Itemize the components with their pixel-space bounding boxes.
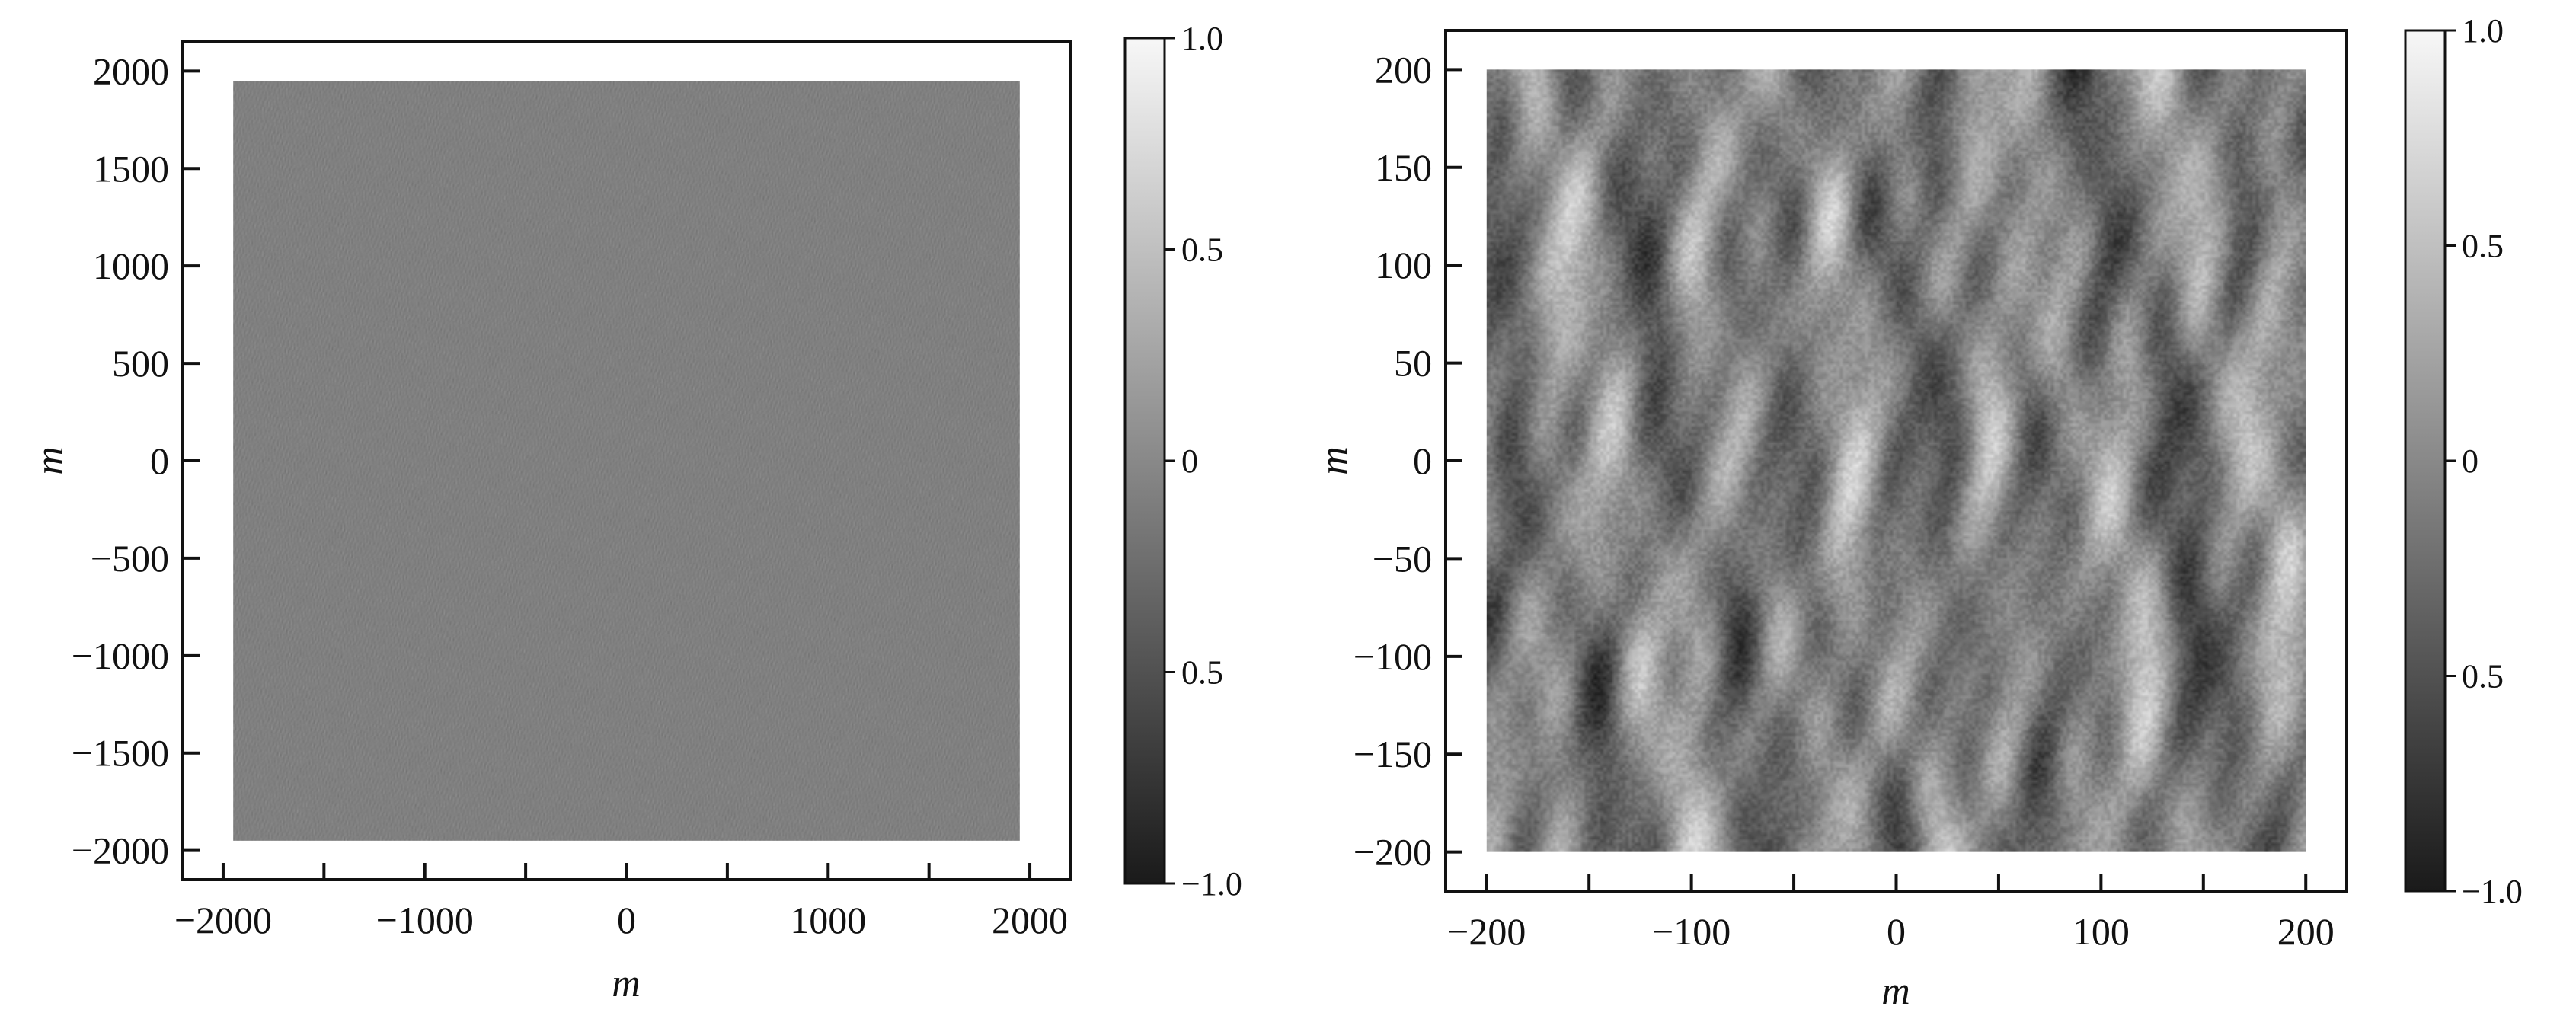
colorbar-ticks-right: 1.0 0.5 0 0.5 −1.0 bbox=[2445, 12, 2523, 910]
colorbar-tick-label: 0.5 bbox=[1181, 232, 1223, 269]
y-tick-label: −50 bbox=[1373, 537, 1432, 580]
colorbar-left: 1.0 0.5 0 0.5 −1.0 bbox=[1123, 20, 1242, 903]
x-tick-label: 200 bbox=[2277, 910, 2335, 953]
panel-left: −2000 −1000 0 1000 2000 −2000 −1500 −1000 −500 0… bbox=[28, 20, 1242, 1005]
colorbar-tick-label: −1.0 bbox=[2462, 873, 2523, 910]
x-tick-label: 0 bbox=[1887, 910, 1906, 953]
colorbar-right: 1.0 0.5 0 0.5 −1.0 bbox=[2404, 12, 2523, 910]
y-tick-label: −1000 bbox=[72, 634, 169, 677]
x-tick-label: 1000 bbox=[790, 899, 866, 941]
x-tick-label: 100 bbox=[2073, 910, 2130, 953]
y-axis-label-left: m bbox=[28, 446, 72, 475]
colorbar-tick-label: 1.0 bbox=[1181, 20, 1223, 57]
heatmap-image-left bbox=[233, 81, 1020, 841]
x-ticks-left: −2000 −1000 0 1000 2000 bbox=[174, 863, 1068, 941]
y-ticks-left: −2000 −1500 −1000 −500 0 500 1000 1500 2000 bbox=[72, 50, 200, 872]
colorbar-ticks-left: 1.0 0.5 0 0.5 −1.0 bbox=[1165, 20, 1242, 903]
y-tick-label: 200 bbox=[1375, 48, 1432, 91]
y-tick-label: −2000 bbox=[72, 829, 169, 872]
y-axis-label-right: m bbox=[1312, 446, 1356, 475]
y-tick-label: 150 bbox=[1375, 146, 1432, 189]
y-tick-label: 0 bbox=[1413, 439, 1432, 482]
colorbar-gradient-left bbox=[1123, 37, 1166, 885]
y-tick-label: −150 bbox=[1354, 733, 1432, 775]
colorbar-gradient-right bbox=[2404, 29, 2447, 893]
y-tick-label: −1500 bbox=[72, 732, 169, 775]
x-axis-label-right: m bbox=[1881, 970, 1910, 1013]
colorbar-tick-label: −1.0 bbox=[1181, 865, 1242, 903]
x-tick-label: −2000 bbox=[174, 899, 272, 941]
x-ticks-right: −200 −100 0 100 200 bbox=[1447, 874, 2335, 953]
y-tick-label: 500 bbox=[112, 342, 169, 385]
y-tick-label: 2000 bbox=[93, 50, 169, 92]
y-tick-label: 100 bbox=[1375, 244, 1432, 286]
colorbar-tick-label: 0.5 bbox=[2462, 228, 2504, 265]
x-tick-label: 2000 bbox=[992, 899, 1068, 941]
y-tick-label: 1500 bbox=[93, 147, 169, 190]
y-tick-label: −100 bbox=[1354, 635, 1432, 678]
colorbar-tick-label: 0 bbox=[2462, 443, 2479, 480]
y-tick-label: −200 bbox=[1354, 831, 1432, 874]
heatmap-image-right bbox=[1486, 69, 2306, 852]
x-tick-label: −1000 bbox=[376, 899, 474, 941]
colorbar-tick-label: 1.0 bbox=[2462, 12, 2504, 50]
x-tick-label: −100 bbox=[1652, 910, 1731, 953]
colorbar-tick-label: 0.5 bbox=[1181, 654, 1223, 692]
colorbar-tick-label: 0.5 bbox=[2462, 658, 2504, 695]
x-tick-label: 0 bbox=[617, 899, 636, 941]
x-axis-label-left: m bbox=[612, 962, 641, 1005]
y-ticks-right: −200 −150 −100 −50 0 50 100 150 200 bbox=[1354, 48, 1462, 874]
panel-right: −200 −100 0 100 200 −200 −150 −100 −50 0 50 100 150… bbox=[1312, 12, 2523, 1013]
y-tick-label: 0 bbox=[150, 439, 169, 482]
x-tick-label: −200 bbox=[1447, 910, 1526, 953]
y-tick-label: −500 bbox=[91, 537, 169, 580]
colorbar-tick-label: 0 bbox=[1181, 443, 1198, 480]
y-tick-label: 1000 bbox=[93, 244, 169, 287]
y-tick-label: 50 bbox=[1394, 342, 1432, 385]
